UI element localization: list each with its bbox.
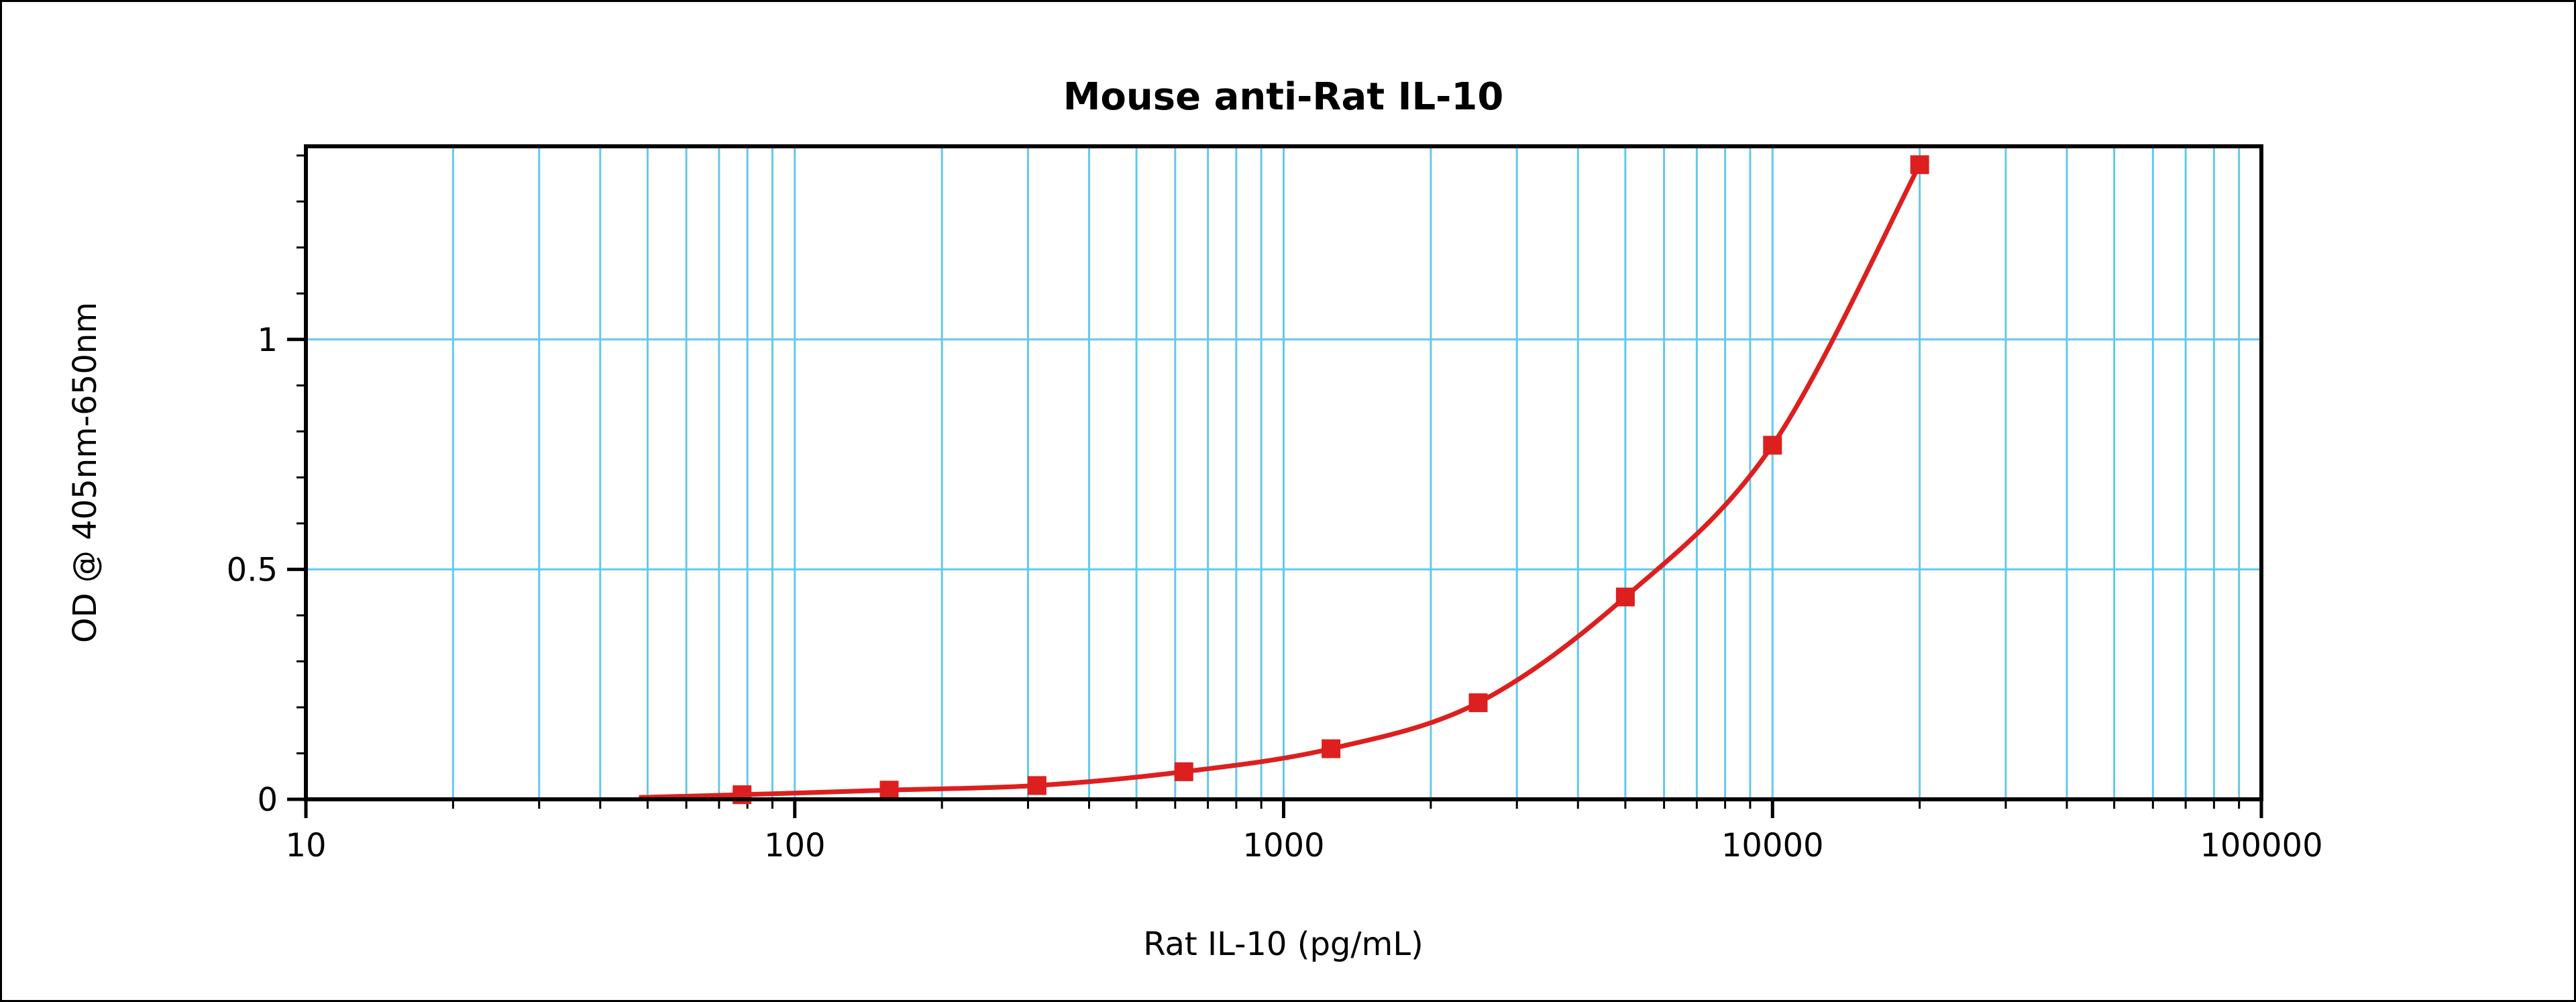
x-axis-label: Rat IL-10 (pg/mL) [1143,925,1424,963]
x-tick-label: 100 [764,827,826,864]
chart-title: Mouse anti-Rat IL-10 [1063,75,1504,119]
tick-labels: 10 100 1000 10000 100000 0 0.5 1 [227,321,2323,864]
y-tick-label: 0.5 [227,551,278,589]
axis-ticks [287,154,2263,818]
x-tick-label: 1000 [1242,827,1324,864]
data-point-marker [879,781,899,800]
data-point-marker [1322,739,1341,758]
plot-border [304,144,2263,801]
gridlines [306,146,2261,799]
x-tick-label: 10000 [1721,827,1824,864]
standard-curve [639,163,1922,800]
data-point-marker [1763,436,1782,455]
data-point-marker [1174,762,1193,781]
y-tick-label: 0 [257,781,278,819]
data-point-marker [1910,155,1929,174]
y-tick-label: 1 [257,321,278,359]
y-axis-label: OD @ 405nm-650nm [66,302,104,643]
data-point-marker [1027,776,1046,795]
curve-line [639,163,1922,800]
data-point-marker [1615,587,1635,607]
x-tick-label: 100000 [2200,827,2322,864]
x-tick-label: 10 [285,827,326,864]
data-point-marker [1468,693,1488,713]
